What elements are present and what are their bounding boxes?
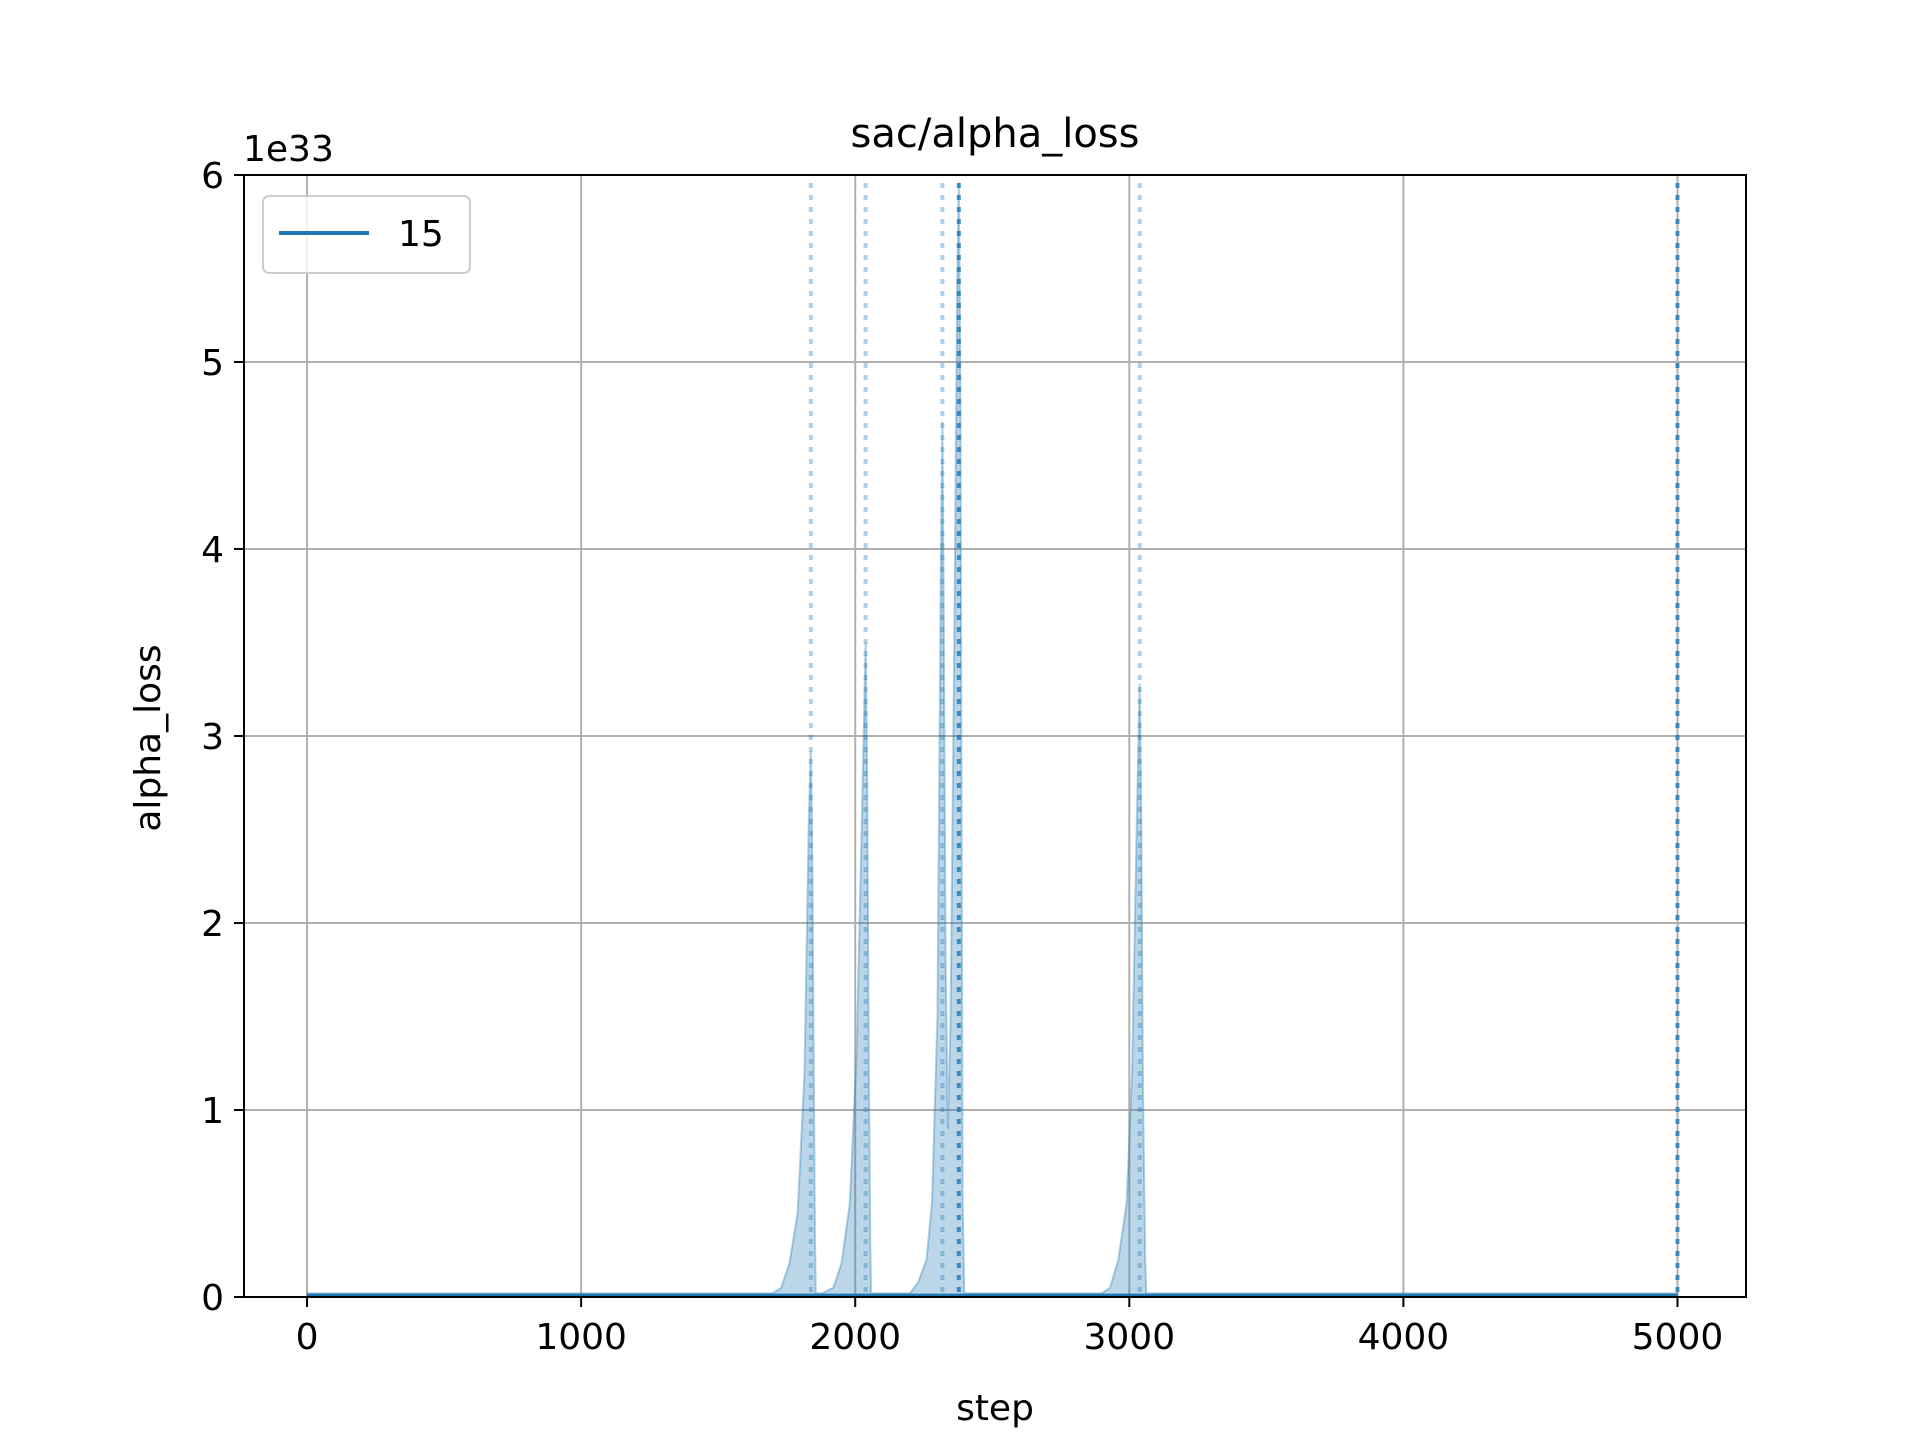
x-tick-label: 0 (296, 1317, 319, 1358)
x-axis-ticks: 0 1000 2000 3000 4000 5000 (296, 1297, 1724, 1358)
y-tick-label: 3 (201, 717, 224, 758)
legend-label: 15 (398, 214, 444, 255)
y-tick-label: 5 (201, 343, 224, 384)
spike-markers (808, 183, 1680, 1297)
legend: 15 (262, 195, 471, 274)
x-tick-label: 3000 (1083, 1317, 1175, 1358)
y-tick-label: 4 (201, 530, 224, 571)
x-tick-label: 2000 (809, 1317, 901, 1358)
confidence-band (306, 182, 1679, 1298)
y-axis-label: alpha_loss (128, 644, 169, 831)
x-axis-label: step (956, 1388, 1034, 1429)
y-tick-label: 2 (201, 904, 224, 945)
x-tick-label: 4000 (1358, 1317, 1450, 1358)
y-tick-label: 6 (201, 156, 224, 197)
grid-lines (244, 174, 1746, 1298)
x-tick-label: 5000 (1632, 1317, 1724, 1358)
y-axis-offset-text: 1e33 (243, 129, 334, 170)
y-axis-ticks: 0 1 2 3 4 5 6 (201, 156, 244, 1319)
y-tick-label: 1 (201, 1091, 224, 1132)
y-tick-label: 0 (201, 1278, 224, 1319)
band-area (306, 182, 1679, 1298)
chart-title: sac/alpha_loss (851, 111, 1140, 157)
x-tick-label: 1000 (535, 1317, 627, 1358)
